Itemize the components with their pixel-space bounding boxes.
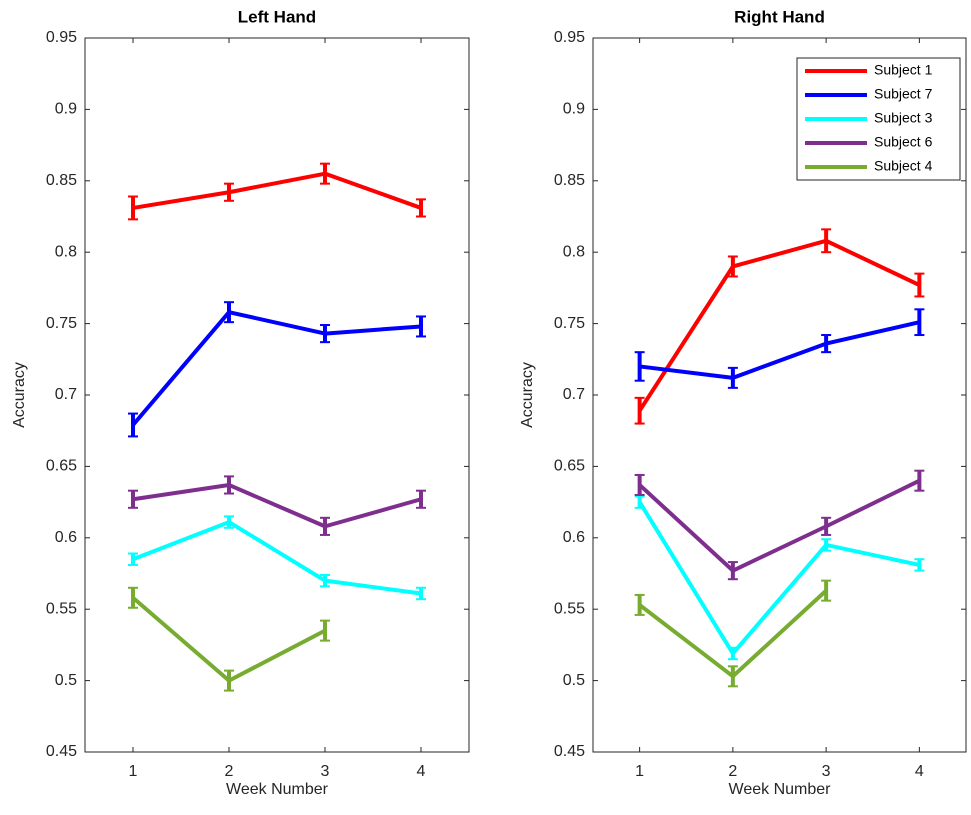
y-tick-label: 0.95 — [554, 29, 585, 46]
data-line — [637, 501, 920, 656]
y-tick-label: 0.75 — [46, 315, 77, 332]
error-bar — [634, 351, 645, 382]
y-tick-label: 0.9 — [563, 101, 585, 118]
legend-label: Subject 7 — [874, 86, 933, 102]
y-tick-label: 0.45 — [554, 743, 585, 760]
error-bar — [128, 412, 138, 438]
error-bar — [416, 489, 426, 509]
error-bar — [914, 558, 925, 572]
y-tick-label: 0.7 — [55, 386, 77, 403]
y-tick-label: 0.65 — [46, 458, 77, 475]
x-axis-label: Week Number — [226, 781, 329, 798]
y-tick-label: 0.5 — [55, 672, 77, 689]
y-tick-label: 0.8 — [55, 243, 77, 260]
error-bar — [128, 552, 138, 566]
error-bar — [320, 324, 330, 344]
y-tick-label: 0.55 — [46, 600, 77, 617]
error-bar — [634, 593, 645, 616]
error-bar — [634, 473, 645, 496]
error-bar — [914, 308, 925, 337]
y-tick-label: 0.9 — [55, 101, 77, 118]
error-bar — [727, 366, 738, 389]
x-axis-label: Week Number — [729, 781, 832, 798]
y-tick-label: 0.55 — [554, 600, 585, 617]
y-axis-label: Accuracy — [519, 362, 536, 428]
data-line — [132, 520, 422, 596]
error-bar — [416, 586, 426, 601]
data-line — [638, 478, 921, 573]
error-bar — [224, 301, 234, 324]
error-bar — [914, 272, 925, 298]
error-bar — [821, 334, 832, 354]
error-bar — [320, 162, 330, 185]
error-bar — [320, 619, 330, 642]
error-bar — [914, 469, 925, 492]
x-tick-label: 3 — [822, 763, 831, 780]
y-tick-label: 0.8 — [563, 243, 585, 260]
error-bar — [128, 489, 138, 509]
y-tick-label: 0.45 — [46, 743, 77, 760]
x-tick-label: 1 — [635, 763, 644, 780]
error-bar — [224, 515, 234, 529]
y-tick-label: 0.95 — [46, 29, 77, 46]
legend-label: Subject 4 — [874, 158, 933, 174]
y-tick-label: 0.6 — [55, 529, 77, 546]
error-bar — [416, 198, 426, 218]
data-line — [132, 171, 422, 210]
legend-label: Subject 1 — [874, 62, 933, 78]
error-bar — [821, 228, 832, 254]
error-bar — [128, 586, 138, 609]
data-line — [637, 238, 921, 412]
data-line — [131, 310, 422, 427]
x-tick-label: 3 — [321, 763, 330, 780]
data-line — [639, 320, 920, 380]
error-bar — [224, 669, 234, 692]
error-bar — [727, 255, 738, 278]
error-bar — [634, 396, 645, 425]
error-bar — [727, 665, 738, 688]
error-bar — [320, 573, 330, 588]
error-bar — [727, 646, 738, 661]
x-tick-label: 2 — [728, 763, 737, 780]
y-tick-label: 0.75 — [554, 315, 585, 332]
error-bar — [821, 516, 832, 536]
error-bar — [821, 579, 832, 602]
y-tick-label: 0.85 — [554, 172, 585, 189]
chart-title: Left Hand — [238, 7, 316, 26]
error-bar — [821, 538, 832, 552]
legend-label: Subject 3 — [874, 110, 933, 126]
y-tick-label: 0.7 — [563, 386, 585, 403]
error-bar — [224, 182, 234, 202]
x-tick-label: 1 — [129, 763, 138, 780]
data-line — [132, 482, 422, 529]
error-bar — [634, 495, 645, 509]
error-bar — [128, 195, 138, 221]
error-bar — [416, 315, 426, 338]
error-bar — [727, 561, 738, 581]
y-tick-label: 0.6 — [563, 529, 585, 546]
x-tick-label: 2 — [225, 763, 234, 780]
x-tick-label: 4 — [417, 763, 426, 780]
error-bar — [320, 516, 330, 536]
y-tick-label: 0.65 — [554, 458, 585, 475]
error-bar — [224, 475, 234, 495]
chart-title: Right Hand — [734, 7, 825, 26]
y-tick-label: 0.85 — [46, 172, 77, 189]
x-tick-label: 4 — [915, 763, 924, 780]
legend-label: Subject 6 — [874, 134, 933, 150]
plot-area — [84, 37, 470, 753]
y-tick-label: 0.5 — [563, 672, 585, 689]
y-axis-label: Accuracy — [11, 362, 28, 428]
